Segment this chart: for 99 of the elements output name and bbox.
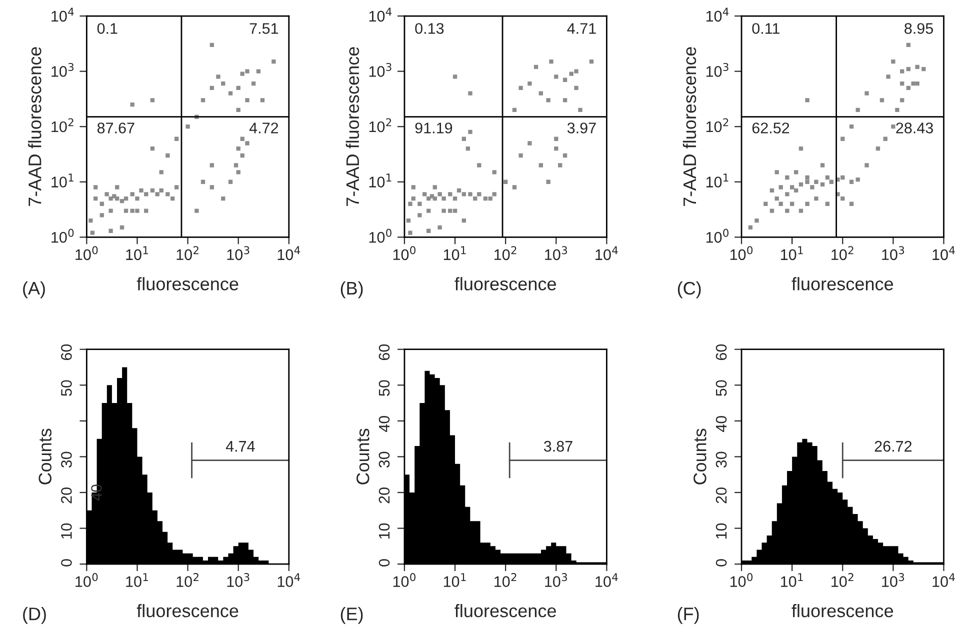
x-axis-title: fluorescence xyxy=(454,277,556,290)
annotation: 8.95 xyxy=(904,23,933,34)
x-tick-label: 10$^{4}$ xyxy=(596,246,618,260)
y-axis-title: Counts xyxy=(38,428,52,484)
y-tick-label: 30 xyxy=(61,452,72,468)
x-tick-label: 10$^{4}$ xyxy=(932,246,955,260)
x-tick-label: 10$^{1}$ xyxy=(444,573,466,588)
x-tick-label: 10$^{3}$ xyxy=(882,246,904,260)
x-tick-label: 10$^{2}$ xyxy=(832,573,854,587)
y-tick-label: 20 xyxy=(61,488,72,504)
annotation: 4.72 xyxy=(249,122,278,134)
x-axis-title: fluorescence xyxy=(792,277,894,290)
y-tick-label: 10$^{0}$ xyxy=(369,228,392,243)
annotation: 26.72 xyxy=(874,440,912,452)
annotation: 0.11 xyxy=(752,23,780,34)
annotation: 40 xyxy=(91,484,102,501)
x-tick-label: 10$^{0}$ xyxy=(393,246,416,260)
x-tick-label: 10$^{1}$ xyxy=(126,573,148,588)
y-tick-label: 60 xyxy=(716,344,727,360)
x-axis-title: fluorescence xyxy=(792,604,894,618)
y-axis-title: 7-AAD fluorescence xyxy=(682,47,696,206)
annotation: 4.74 xyxy=(226,441,255,452)
x-tick-label: 10$^{1}$ xyxy=(781,246,803,260)
x-tick-label: 10$^{1}$ xyxy=(126,246,148,260)
annotation: 3.87 xyxy=(544,440,572,452)
y-tick-label: 20 xyxy=(378,488,390,504)
annotation: 0.1 xyxy=(97,23,118,34)
x-tick-label: 10$^{0}$ xyxy=(76,246,98,260)
y-tick-label: 10$^{4}$ xyxy=(706,8,729,22)
y-tick-label: 10 xyxy=(716,523,727,539)
y-tick-label: 0 xyxy=(378,559,390,566)
y-tick-label: 0 xyxy=(61,559,72,566)
y-tick-label: 30 xyxy=(716,452,727,468)
y-tick-label: 10$^{2}$ xyxy=(369,118,392,132)
annotation: 7.51 xyxy=(250,23,278,34)
x-axis-title: fluorescence xyxy=(136,604,238,618)
x-tick-label: 10$^{1}$ xyxy=(781,573,803,588)
y-tick-label: 10$^{1}$ xyxy=(706,174,728,188)
x-tick-label: 10$^{3}$ xyxy=(545,246,567,260)
y-tick-label: 10$^{1}$ xyxy=(369,174,392,188)
y-tick-label: 10$^{2}$ xyxy=(52,118,74,132)
x-tick-label: 10$^{4}$ xyxy=(596,573,618,588)
y-tick-label: 10$^{0}$ xyxy=(706,228,728,243)
y-tick-label: 10 xyxy=(61,523,72,539)
x-tick-label: 10$^{3}$ xyxy=(545,573,567,587)
x-axis-title: fluorescence xyxy=(136,277,238,290)
y-tick-label: 40 xyxy=(716,416,727,432)
x-tick-label: 10$^{1}$ xyxy=(444,246,466,260)
y-tick-label: 50 xyxy=(378,380,390,396)
y-tick-label: 10$^{2}$ xyxy=(706,118,728,132)
y-axis-title: Counts xyxy=(694,428,706,484)
y-tick-label: 30 xyxy=(378,452,390,468)
x-tick-label: 10$^{4}$ xyxy=(278,246,300,260)
y-axis-title: 7-AAD fluorescence xyxy=(346,47,360,206)
text: (F) xyxy=(678,607,699,624)
y-tick-label: 50 xyxy=(61,380,72,396)
annotation: 4.71 xyxy=(567,23,596,34)
y-tick-label: 10 xyxy=(378,523,390,539)
y-tick-label: 50 xyxy=(716,380,727,396)
x-tick-label: 10$^{2}$ xyxy=(176,573,198,587)
y-axis-title: Counts xyxy=(356,428,370,484)
y-tick-label: 10$^{0}$ xyxy=(52,228,74,243)
annotation: 3.97 xyxy=(567,122,596,134)
x-tick-label: 10$^{3}$ xyxy=(227,573,250,587)
x-tick-label: 10$^{4}$ xyxy=(932,573,955,588)
annotation: 91.19 xyxy=(415,122,452,134)
x-tick-label: 10$^{0}$ xyxy=(76,573,98,587)
y-tick-label: 10$^{3}$ xyxy=(706,62,728,77)
x-tick-label: 10$^{2}$ xyxy=(832,246,854,260)
y-tick-label: 0 xyxy=(716,559,727,566)
x-tick-label: 10$^{0}$ xyxy=(730,573,753,587)
y-tick-label: 60 xyxy=(378,344,390,360)
annotation: 0.13 xyxy=(415,23,444,34)
x-tick-label: 10$^{2}$ xyxy=(494,573,516,587)
y-tick-label: 40 xyxy=(378,416,390,432)
annotation: 28.43 xyxy=(896,122,933,134)
annotation: 87.67 xyxy=(97,122,134,134)
text: (C) xyxy=(678,281,701,298)
y-tick-label: 10$^{1}$ xyxy=(52,174,74,188)
x-tick-label: 10$^{3}$ xyxy=(882,573,904,587)
x-tick-label: 10$^{3}$ xyxy=(227,246,250,260)
x-tick-label: 10$^{0}$ xyxy=(393,573,416,587)
y-axis-title: 7-AAD fluorescence xyxy=(28,47,42,206)
x-tick-label: 10$^{4}$ xyxy=(278,573,300,588)
text: (D) xyxy=(23,607,46,624)
text: (B) xyxy=(340,281,363,298)
text: (A) xyxy=(23,281,45,298)
text: (E) xyxy=(340,607,363,624)
y-tick-label: 60 xyxy=(61,344,72,360)
x-tick-label: 10$^{2}$ xyxy=(494,246,516,260)
x-tick-label: 10$^{0}$ xyxy=(730,246,753,260)
y-tick-label: 10$^{4}$ xyxy=(52,8,74,22)
y-tick-label: 10$^{3}$ xyxy=(369,62,392,77)
annotation: 62.52 xyxy=(752,122,790,134)
x-tick-label: 10$^{2}$ xyxy=(176,246,198,260)
y-tick-label: 10$^{3}$ xyxy=(52,62,74,77)
y-tick-label: 10$^{4}$ xyxy=(369,8,392,22)
y-tick-label: 20 xyxy=(716,488,727,504)
x-axis-title: fluorescence xyxy=(454,604,556,618)
